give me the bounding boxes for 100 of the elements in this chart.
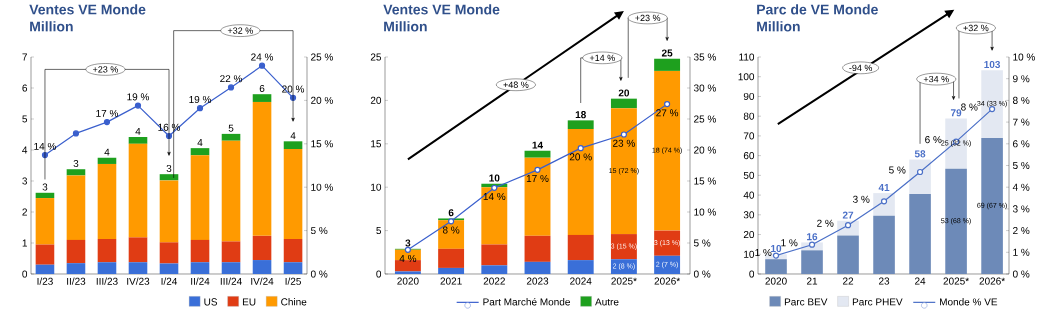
x-tick-label: I/25 bbox=[285, 277, 301, 285]
chart-title: Ventes VE Monde bbox=[29, 4, 146, 15]
y-tick-label: 40 bbox=[743, 191, 755, 199]
chart-subtitle: Million bbox=[757, 21, 800, 32]
x-tick-label: 2021 bbox=[440, 277, 462, 285]
x-tick-label: 23 bbox=[878, 277, 890, 285]
legend-label: Chine bbox=[281, 298, 307, 306]
x-tick-label: IV/23 bbox=[127, 277, 150, 285]
x-tick-label: 2022 bbox=[483, 277, 505, 285]
total-label: 4 bbox=[197, 139, 203, 146]
y-tick-label: 5 bbox=[22, 115, 28, 123]
y2-tick-label: 0 % bbox=[693, 270, 711, 278]
legend-label: Autre bbox=[595, 298, 619, 306]
y2-tick-label: 5 % bbox=[310, 227, 328, 235]
data-label: 20 % bbox=[569, 153, 592, 161]
x-tick-label: 22 bbox=[842, 277, 854, 285]
data-label: 24 % bbox=[251, 53, 274, 61]
y2-tick-label: 4 % bbox=[1012, 183, 1030, 191]
y-tick-label: 10 bbox=[371, 183, 382, 191]
y-tick-label: 6 bbox=[22, 84, 28, 92]
total-label: 4 bbox=[104, 148, 110, 156]
y-tick-label: 1 bbox=[22, 239, 27, 247]
x-tick-label: 2025* bbox=[943, 277, 969, 285]
annotation: +23 % bbox=[92, 66, 118, 73]
total-label: 10 bbox=[771, 244, 782, 253]
x-tick-label: III/23 bbox=[96, 277, 118, 285]
text: +23 % bbox=[635, 14, 661, 22]
y2-tick-label: 1 % bbox=[1013, 248, 1030, 256]
data-label: 1 % bbox=[781, 239, 798, 247]
annotation: -94 % bbox=[849, 64, 873, 72]
total-label: 3 bbox=[405, 239, 411, 247]
legend-label: EU bbox=[242, 298, 256, 306]
data-label: 17 % bbox=[96, 109, 119, 117]
y-tick-label: 20 bbox=[743, 231, 755, 239]
data-label: 2 % bbox=[817, 219, 834, 227]
y2-tick-label: 35 % bbox=[693, 53, 716, 61]
data-label: 17 % bbox=[526, 175, 549, 183]
x-tick-label: 2020 bbox=[397, 277, 419, 285]
x-tick-label: III/24 bbox=[220, 277, 242, 285]
y2-tick-label: 2 % bbox=[1013, 227, 1030, 235]
y2-tick-label: 20 % bbox=[694, 146, 716, 154]
data-label: 5 % bbox=[889, 166, 906, 174]
y2-tick-label: 25 % bbox=[311, 53, 333, 61]
total-label: 58 bbox=[914, 150, 926, 158]
x-tick-label: II/23 bbox=[67, 277, 86, 285]
total-label: 5 bbox=[228, 124, 234, 132]
total-label: 18 bbox=[575, 111, 586, 119]
total-label: 103 bbox=[984, 60, 1001, 69]
y2-tick-label: 10 % bbox=[311, 183, 333, 191]
x-tick-label: 2023 bbox=[526, 277, 549, 285]
y2-tick-label: 25 % bbox=[694, 115, 716, 123]
y-tick-label: 3 bbox=[22, 177, 28, 185]
data-label: 6 % bbox=[925, 136, 942, 144]
x-tick-label: I/23 bbox=[37, 277, 53, 285]
chart-subtitle: Million bbox=[30, 21, 73, 32]
data-label: 22 % bbox=[220, 75, 243, 83]
annotation: +48 % bbox=[503, 81, 529, 88]
y2-tick-label: 8 % bbox=[1012, 96, 1030, 104]
legend-label: US bbox=[204, 298, 218, 306]
y2-tick-label: 10 % bbox=[694, 208, 716, 216]
total-label: 27 bbox=[842, 211, 854, 219]
x-tick-label: 24 bbox=[915, 277, 926, 285]
y-tick-label: 0 bbox=[749, 270, 755, 278]
y2-tick-label: 0 % bbox=[1012, 270, 1030, 278]
y2-tick-label: 30 % bbox=[693, 84, 716, 92]
x-tick-label: 2024 bbox=[570, 277, 592, 285]
y-tick-label: 50 bbox=[743, 171, 755, 179]
text: +32 % bbox=[227, 27, 253, 34]
total-label: 4 bbox=[290, 132, 296, 140]
y-tick-label: 80 bbox=[743, 112, 755, 120]
y-tick-label: 60 bbox=[743, 152, 755, 160]
data-label: 27 % bbox=[656, 109, 679, 117]
total-label: 3 bbox=[73, 159, 79, 168]
y-tick-label: 100 bbox=[738, 73, 755, 81]
data-label: 19 % bbox=[189, 95, 212, 104]
y-tick-label: 7 bbox=[22, 53, 27, 61]
data-label: 23 % bbox=[613, 139, 635, 147]
legend-label: Part Marché Monde bbox=[483, 297, 570, 306]
y-tick-label: 2 bbox=[22, 208, 27, 216]
legend-label: Monde % VE bbox=[940, 298, 998, 306]
data-label: 19 % bbox=[127, 93, 150, 101]
total-label: 4 bbox=[135, 127, 141, 135]
y2-tick-label: 20 % bbox=[311, 96, 333, 104]
legend-label: Parc PHEV bbox=[852, 298, 903, 306]
total-label: 6 bbox=[448, 209, 454, 217]
data-label: 8 % bbox=[961, 103, 978, 111]
total-label: 6 bbox=[259, 84, 265, 92]
chart-title: Ventes VE Monde bbox=[383, 4, 500, 15]
y2-tick-label: 15 % bbox=[694, 177, 716, 185]
x-tick-label: 2020 bbox=[765, 277, 787, 285]
data-label: 1 % bbox=[755, 249, 772, 257]
y2-tick-label: 3 % bbox=[1012, 205, 1030, 213]
x-tick-label: II/24 bbox=[191, 277, 210, 285]
y-tick-label: 15 bbox=[371, 140, 382, 148]
y-tick-label: 20 bbox=[370, 96, 382, 104]
y-tick-label: 25 bbox=[370, 53, 382, 61]
total-label: 41 bbox=[878, 184, 890, 191]
y2-tick-label: 5 % bbox=[1012, 161, 1030, 170]
y2-tick-label: 10 % bbox=[1013, 53, 1035, 61]
chart-subtitle: Million bbox=[384, 21, 427, 32]
